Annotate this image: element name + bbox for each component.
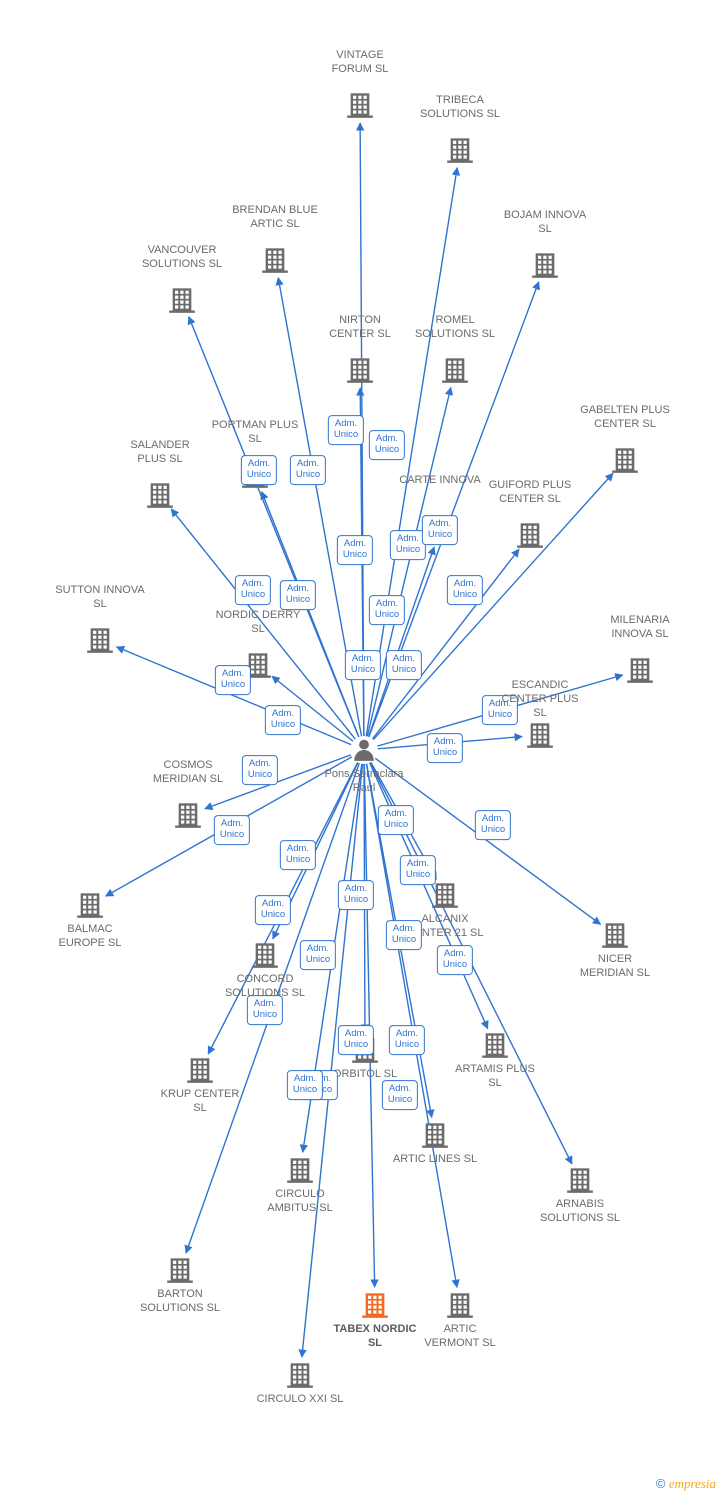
building-icon bbox=[422, 1123, 448, 1148]
edge bbox=[171, 509, 355, 739]
building-icon bbox=[432, 883, 458, 908]
building-icon bbox=[347, 358, 373, 383]
edge bbox=[370, 763, 488, 1029]
edge bbox=[378, 737, 522, 749]
building-icon bbox=[347, 93, 373, 118]
building-icon bbox=[147, 483, 173, 508]
building-icon bbox=[527, 723, 553, 748]
edge bbox=[367, 764, 432, 1118]
edge bbox=[273, 763, 358, 939]
building-icon bbox=[245, 653, 271, 678]
edge bbox=[117, 647, 351, 745]
building-icon bbox=[167, 1258, 193, 1283]
building-icon bbox=[532, 253, 558, 278]
building-icon bbox=[482, 1033, 508, 1058]
building-icon bbox=[287, 1158, 313, 1183]
edge bbox=[369, 282, 539, 737]
edge bbox=[205, 755, 351, 809]
building-icon bbox=[287, 1363, 313, 1388]
building-icon bbox=[612, 448, 638, 473]
building-icon bbox=[447, 138, 473, 163]
edge bbox=[366, 764, 457, 1287]
building-icon bbox=[262, 248, 288, 273]
edge bbox=[366, 168, 457, 736]
edge bbox=[364, 764, 374, 1287]
edge bbox=[367, 388, 451, 737]
building-icon bbox=[242, 463, 268, 488]
attribution: © empresia bbox=[656, 1476, 716, 1492]
building-icon bbox=[252, 943, 278, 968]
edge bbox=[278, 278, 361, 737]
edge bbox=[106, 757, 352, 896]
edge bbox=[375, 758, 600, 924]
building-icon bbox=[169, 288, 195, 313]
building-icon bbox=[447, 1293, 473, 1318]
building-icon bbox=[427, 518, 453, 543]
edge bbox=[262, 492, 359, 737]
edge bbox=[208, 762, 357, 1054]
building-icon bbox=[362, 1293, 388, 1318]
edge bbox=[373, 549, 519, 739]
building-icon bbox=[442, 358, 468, 383]
building-icon bbox=[175, 803, 201, 828]
building-icon bbox=[517, 523, 543, 548]
building-icon bbox=[352, 1038, 378, 1063]
building-icon bbox=[567, 1168, 593, 1193]
edge bbox=[373, 473, 613, 739]
building-icon bbox=[77, 893, 103, 918]
network-canvas bbox=[0, 0, 728, 1500]
edge bbox=[303, 764, 362, 1152]
building-icon bbox=[602, 923, 628, 948]
building-icon bbox=[87, 628, 113, 653]
building-icon bbox=[187, 1058, 213, 1083]
building-icon bbox=[627, 658, 653, 683]
